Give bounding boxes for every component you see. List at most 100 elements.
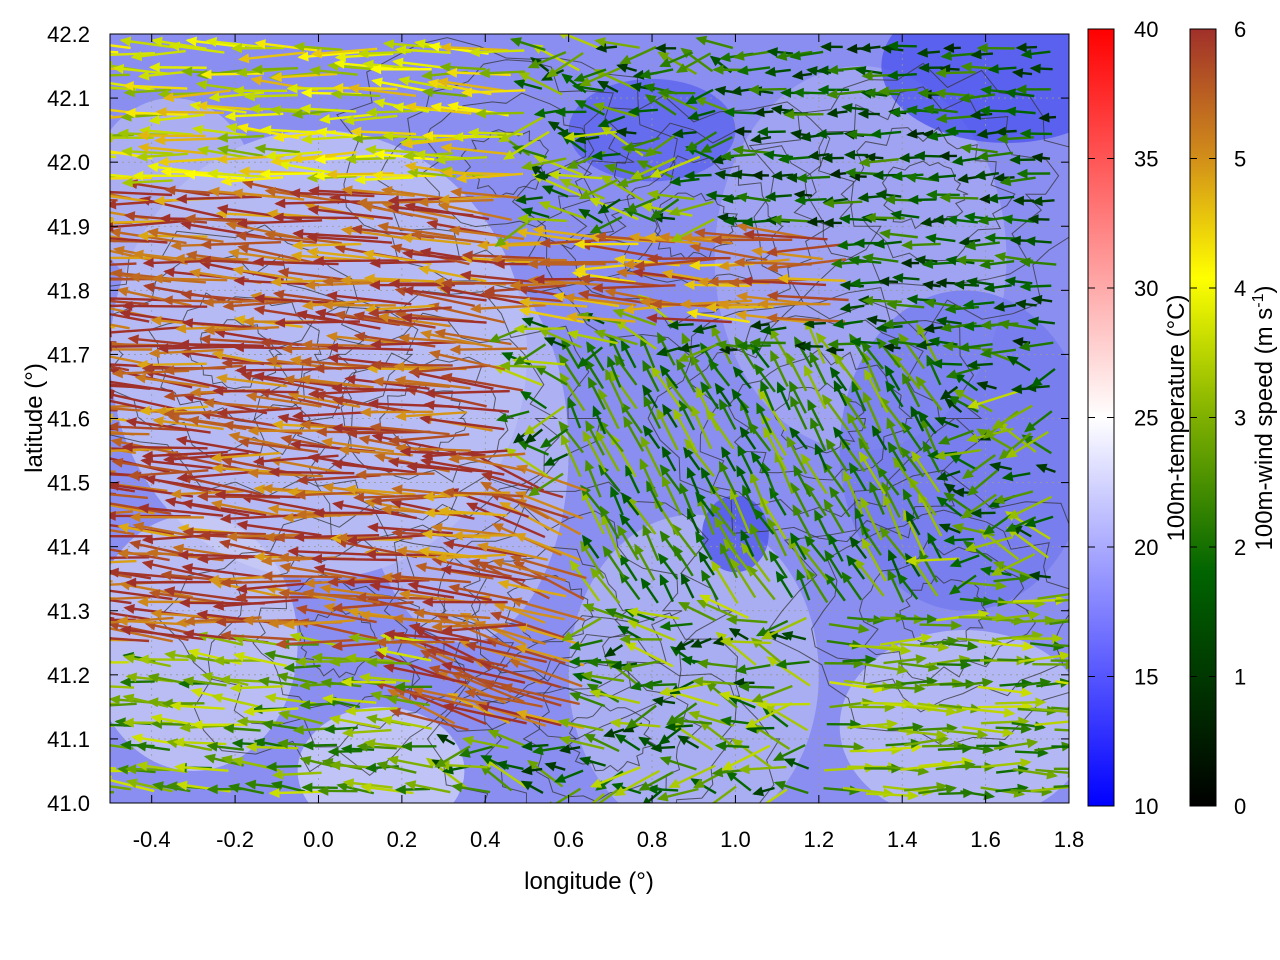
- wind-arrow: [714, 516, 738, 556]
- wind-arrow: [740, 542, 771, 583]
- wind-arrow-head: [199, 530, 211, 541]
- wind-arrow: [800, 453, 828, 495]
- wind-arrow-head: [211, 463, 223, 474]
- wind-arrow-shaft: [110, 190, 173, 197]
- wind-arrow-head: [730, 169, 743, 180]
- wind-arrow: [1035, 615, 1082, 625]
- wind-arrow: [625, 464, 641, 494]
- wind-arrow-head: [137, 142, 150, 153]
- wind-arrow-head: [441, 167, 453, 178]
- wind-arrow: [450, 187, 527, 200]
- wind-arrow: [197, 145, 249, 159]
- wind-arrow-head: [906, 128, 918, 139]
- wind-arrow-head: [626, 619, 639, 630]
- wind-arrow-head: [122, 717, 134, 728]
- wind-arrow: [117, 764, 156, 775]
- wind-arrow: [110, 136, 115, 140]
- wind-arrow: [582, 534, 600, 559]
- wind-arrow-head: [1071, 615, 1082, 625]
- wind-arrow-head: [683, 170, 695, 181]
- wind-arrow-head: [543, 456, 556, 466]
- wind-arrow-shaft: [110, 502, 172, 515]
- wind-arrow: [129, 512, 204, 523]
- wind-arrow-head: [547, 121, 560, 132]
- wind-arrow: [515, 709, 584, 730]
- wind-arrow-head: [483, 285, 495, 296]
- wind-arrow-shaft: [630, 235, 700, 245]
- wind-arrow-shaft: [308, 235, 393, 244]
- wind-arrow-head: [169, 701, 181, 711]
- wind-arrow-head: [843, 470, 853, 483]
- wind-arrow-head: [586, 657, 598, 668]
- wind-arrow-head: [271, 769, 284, 780]
- wind-arrow-head: [700, 466, 711, 479]
- wind-arrow-head: [890, 210, 902, 220]
- wind-arrow: [538, 257, 618, 268]
- wind-arrow-shaft: [648, 256, 731, 261]
- wind-arrow-shaft: [110, 611, 150, 621]
- wind-arrow: [993, 301, 1017, 312]
- wind-arrow: [995, 697, 1047, 708]
- wind-arrow-head: [619, 513, 631, 526]
- wind-arrow: [613, 769, 660, 797]
- wind-arrow: [666, 702, 698, 726]
- wind-arrow: [723, 538, 754, 576]
- wind-arrow-head: [996, 133, 1008, 144]
- wind-arrow: [237, 437, 319, 453]
- wind-arrow-shaft: [1054, 598, 1069, 603]
- wind-arrow-head: [270, 780, 283, 791]
- wind-arrow-head: [577, 289, 590, 300]
- wind-arrow-head: [225, 220, 238, 231]
- wind-arrow: [110, 325, 116, 329]
- wind-arrow: [1019, 128, 1053, 139]
- wind-arrow-head: [281, 343, 293, 354]
- wind-arrow-shaft: [492, 258, 567, 262]
- wind-arrow-shaft: [421, 331, 493, 349]
- wind-arrow: [922, 440, 941, 473]
- wind-arrow-shaft: [300, 377, 374, 389]
- wind-arrow-head: [862, 391, 873, 404]
- wind-arrow-shaft: [491, 612, 569, 641]
- wind-arrow: [1005, 430, 1049, 459]
- wind-arrow-head: [367, 307, 380, 318]
- wind-arrow-head: [884, 364, 895, 377]
- wind-arrow: [110, 580, 113, 583]
- wind-arrow-head: [125, 577, 137, 588]
- wind-arrow-shaft: [768, 258, 847, 270]
- wind-arrow-head: [360, 782, 372, 793]
- wind-arrow: [864, 368, 889, 414]
- wind-arrow-head: [1001, 214, 1013, 225]
- wind-arrow: [399, 446, 486, 457]
- wind-arrow-head: [923, 323, 935, 334]
- wind-arrow: [914, 255, 938, 266]
- wind-arrow-head: [300, 134, 312, 145]
- wind-arrow: [148, 589, 229, 605]
- wind-arrow: [783, 758, 810, 770]
- wind-arrow-head: [947, 395, 960, 406]
- wind-arrow: [1024, 236, 1052, 247]
- wind-arrow-head: [951, 523, 964, 533]
- wind-arrow-head: [887, 337, 899, 348]
- wind-arrow: [517, 213, 567, 224]
- wind-arrow-shaft: [490, 492, 569, 520]
- wind-arrow-head: [944, 304, 956, 314]
- wind-arrow-head: [189, 387, 201, 398]
- wind-arrow: [383, 629, 470, 642]
- wind-arrow-shaft: [433, 623, 508, 629]
- wind-arrow-head: [235, 365, 247, 376]
- wind-arrow: [750, 133, 772, 144]
- wind-arrow-head: [597, 203, 610, 214]
- wind-arrow-head: [371, 170, 383, 181]
- wind-arrow-head: [203, 325, 215, 336]
- wind-arrow-head: [685, 141, 698, 152]
- wind-arrow-head: [1014, 299, 1027, 310]
- wind-arrow-shaft: [241, 495, 325, 514]
- wind-arrow-head: [864, 212, 876, 223]
- wind-arrow: [122, 693, 169, 708]
- wind-arrow-head: [605, 368, 615, 381]
- wind-arrow: [476, 542, 548, 561]
- wind-arrow-head: [355, 469, 367, 480]
- wind-arrow: [890, 210, 920, 220]
- wind-arrow-head: [233, 275, 245, 286]
- wind-arrow-head: [367, 522, 379, 533]
